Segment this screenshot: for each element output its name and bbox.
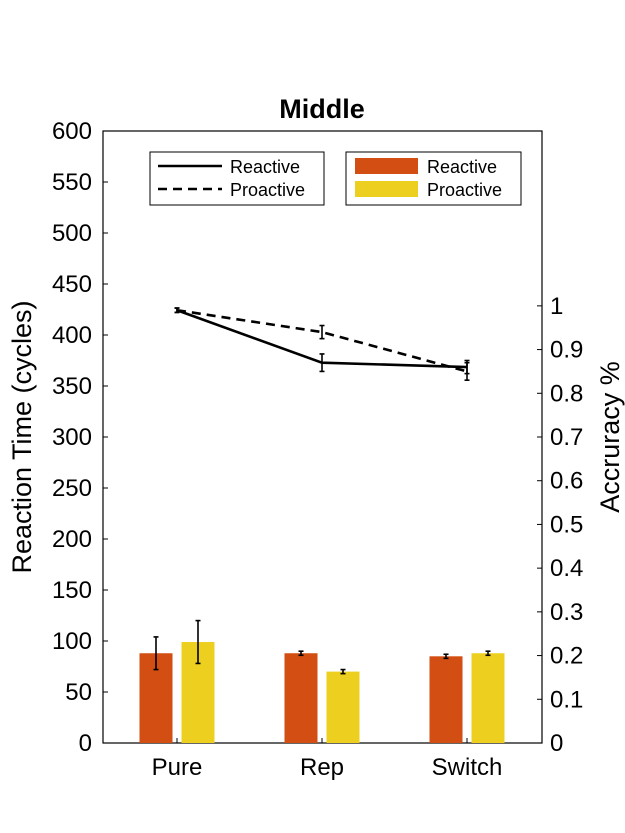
legend-bar-swatch: [355, 158, 418, 174]
bar-reactive: [429, 656, 463, 743]
right-tick-label: 0.3: [550, 599, 583, 626]
left-tick-label: 200: [52, 526, 92, 553]
right-tick-label: 0.8: [550, 380, 583, 407]
right-tick-label: 0.9: [550, 337, 583, 364]
legend-line-label: Reactive: [230, 157, 300, 177]
legend-line-label: Proactive: [230, 180, 305, 200]
legend-bars: Reactive Proactive: [345, 151, 522, 206]
line-proactive: [176, 308, 468, 373]
left-tick-label: 350: [52, 373, 92, 400]
category-label: Pure: [152, 754, 203, 781]
left-tick-label: 550: [52, 169, 92, 196]
left-tick-label: 150: [52, 577, 92, 604]
left-tick-label: 450: [52, 271, 92, 298]
x-axis: Pure Rep Switch: [152, 738, 503, 781]
right-tick-label: 0.2: [550, 643, 583, 670]
left-tick-label: 600: [52, 118, 92, 145]
bar-proactive: [471, 653, 505, 743]
right-axis-label: Accruracy %: [595, 361, 625, 513]
left-axis-label: Reaction Time (cycles): [7, 300, 37, 573]
left-tick-label: 50: [65, 679, 92, 706]
legend-box: [149, 151, 325, 206]
legend-bar-swatch: [355, 181, 418, 197]
bars-layer: [139, 619, 505, 743]
left-axis: 0 50 100 150 200 250 300 350 400 450 500 550 600: [52, 118, 108, 757]
right-tick-label: 1: [550, 293, 563, 320]
bar-proactive: [326, 671, 360, 743]
legend-lines: Reactive Proactive: [149, 151, 325, 206]
right-tick-label: 0.7: [550, 424, 583, 451]
chart-title: Middle: [279, 94, 365, 124]
left-tick-label: 400: [52, 322, 92, 349]
left-tick-label: 300: [52, 424, 92, 451]
right-tick-label: 0.4: [550, 555, 583, 582]
left-tick-label: 0: [79, 730, 92, 757]
category-label: Switch: [432, 754, 503, 781]
right-tick-label: 0: [550, 730, 563, 757]
left-tick-label: 500: [52, 220, 92, 247]
right-tick-label: 0.6: [550, 468, 583, 495]
right-tick-label: 0.1: [550, 686, 583, 713]
category-label: Rep: [300, 754, 344, 781]
lines-layer: [174, 307, 470, 381]
left-tick-label: 250: [52, 475, 92, 502]
right-axis: 0 0.1 0.2 0.3 0.4 0.5 0.6 0.7 0.8 0.9 1: [537, 293, 583, 757]
legend-bar-label: Reactive: [427, 157, 497, 177]
plot-frame: [102, 130, 543, 744]
legend-bar-label: Proactive: [427, 180, 502, 200]
right-tick-label: 0.5: [550, 511, 583, 538]
left-tick-label: 100: [52, 628, 92, 655]
bar-reactive: [284, 653, 318, 743]
